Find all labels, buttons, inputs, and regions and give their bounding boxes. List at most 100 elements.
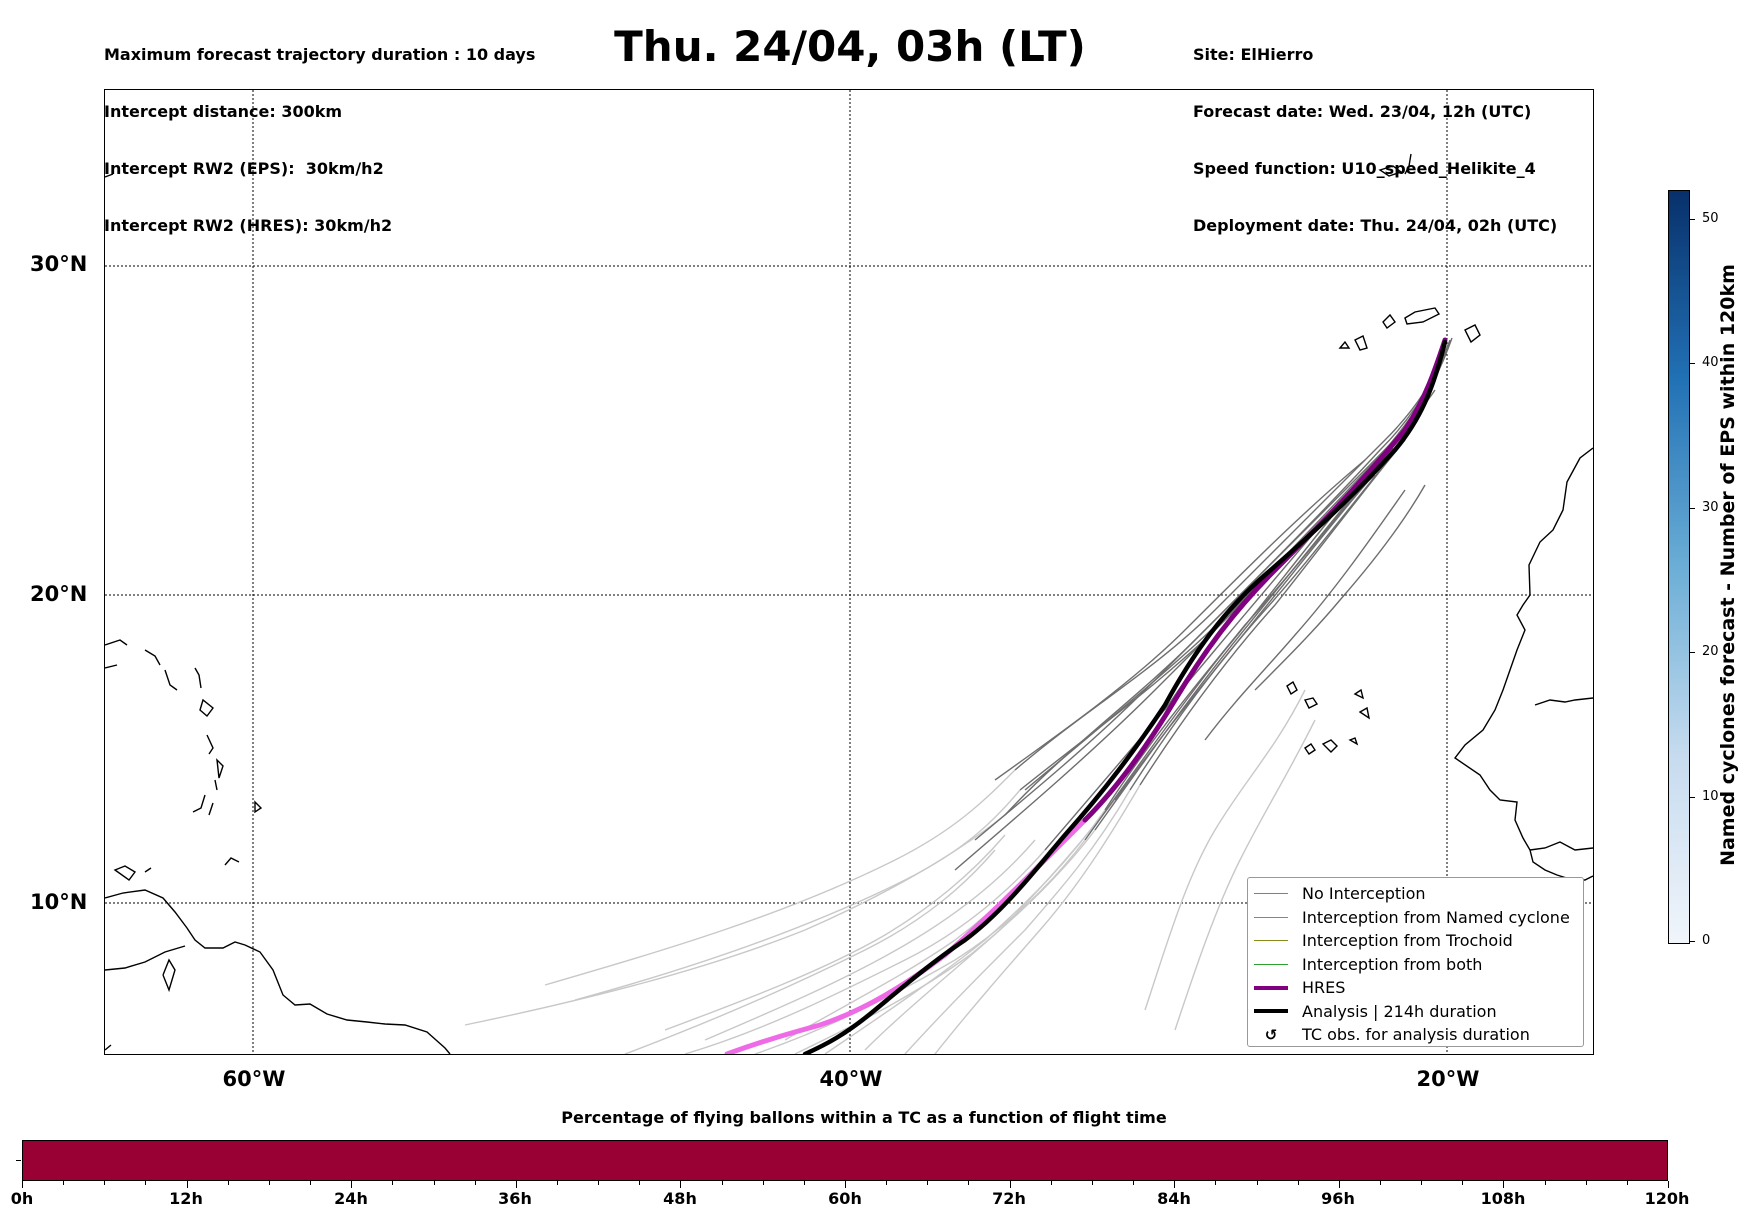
timeline-tick (104, 1181, 106, 1185)
colorbar-tick-0: 0 (1702, 933, 1711, 948)
legend-label: TC obs. for analysis duration (1302, 1025, 1530, 1045)
timeline-label-120h: 120h (1644, 1189, 1690, 1208)
coastlines (104, 153, 1594, 1055)
legend-line-analysis (1254, 1009, 1288, 1014)
lat-label-30n: 30°N (30, 252, 88, 276)
coast-south-america (104, 889, 451, 1055)
timeline-bar (22, 1140, 1668, 1181)
legend-label: HRES (1302, 978, 1346, 998)
legend-item: ↺ TC obs. for analysis duration (1254, 1023, 1577, 1047)
colorbar-tick-10: 10 (1702, 789, 1719, 804)
map-canvas (104, 90, 1594, 1057)
timeline-tick (1050, 1181, 1052, 1185)
timeline-label-72h: 72h (992, 1189, 1026, 1208)
header-right-line: Deployment date: Thu. 24/04, 02h (UTC) (1193, 216, 1558, 235)
timeline-label-48h: 48h (663, 1189, 697, 1208)
analysis-track (802, 339, 1448, 1057)
legend-label: No Interception (1302, 884, 1426, 904)
timeline-tick (186, 1181, 188, 1188)
timeline-ytick (16, 1160, 21, 1161)
coast-africa (1453, 447, 1594, 881)
timeline-label-36h: 36h (498, 1189, 532, 1208)
timeline-tick (886, 1181, 888, 1185)
colorbar-tick-30: 30 (1702, 500, 1719, 515)
timeline-label-24h: 24h (334, 1189, 368, 1208)
timeline-tick (392, 1181, 394, 1185)
timeline-tick (803, 1181, 805, 1185)
colorbar-tick-20: 20 (1702, 644, 1719, 659)
timeline-tick (845, 1181, 846, 1188)
timeline-tick (721, 1181, 723, 1185)
timeline-tick (268, 1181, 270, 1185)
timeline-tick (1009, 1181, 1011, 1188)
colorbar (1668, 190, 1690, 944)
colorbar-tickmark (1689, 941, 1695, 942)
legend-line-hres (1254, 985, 1288, 990)
timeline-tick (1174, 1181, 1176, 1188)
timeline-tick (63, 1181, 65, 1185)
legend-item: Interception from both (1254, 953, 1577, 977)
legend-line-named-cyclone (1254, 916, 1288, 918)
timeline-label-108h: 108h (1480, 1189, 1526, 1208)
timeline-tick (1338, 1181, 1340, 1188)
colorbar-tickmark (1689, 797, 1695, 798)
timeline-tick (1462, 1181, 1464, 1185)
timeline-tick (227, 1181, 229, 1185)
header-left-line: Intercept RW2 (HRES): 30km/h2 (104, 216, 393, 235)
timeline-tick (1297, 1181, 1299, 1185)
timeline-tick (433, 1181, 435, 1185)
legend-label: Interception from Trochoid (1302, 931, 1513, 951)
coast-caribbean (104, 639, 263, 881)
trajectory-map[interactable] (104, 89, 1594, 1057)
legend-item: Analysis | 214h duration (1254, 1000, 1577, 1024)
timeline-label-60h: 60h (828, 1189, 862, 1208)
header-left-info: Maximum forecast trajectory duration : 1… (104, 7, 535, 254)
coast-cape-verde (1286, 680, 1371, 755)
colorbar-tickmark (1689, 508, 1695, 509)
timeline-tick (1421, 1181, 1423, 1185)
map-legend: No Interception Interception from Named … (1247, 877, 1584, 1047)
timeline-tick (474, 1181, 476, 1185)
timeline-tick (556, 1181, 558, 1185)
colorbar-tick-50: 50 (1702, 211, 1719, 226)
coast-canary (1338, 307, 1481, 351)
timeline-tick (1585, 1181, 1587, 1185)
timeline-tick (1379, 1181, 1381, 1185)
legend-line-no-interception (1254, 893, 1288, 895)
timeline-tick (968, 1181, 970, 1185)
hres-track-late (1082, 337, 1448, 823)
colorbar-tickmark (1689, 363, 1695, 364)
main-title: Thu. 24/04, 03h (LT) (614, 22, 1086, 71)
legend-item: No Interception (1254, 882, 1577, 906)
timeline-tick (145, 1181, 147, 1185)
timeline-label-84h: 84h (1157, 1189, 1191, 1208)
legend-item: Interception from Trochoid (1254, 929, 1577, 953)
timeline-tick (1215, 1181, 1217, 1185)
legend-item: Interception from Named cyclone (1254, 906, 1577, 930)
legend-line-both (1254, 963, 1288, 965)
timeline-tick (22, 1181, 23, 1188)
timeline-tick (762, 1181, 764, 1185)
ensemble-tracks-dark (954, 337, 1453, 871)
timeline-tick (1133, 1181, 1135, 1185)
timeline-tick (515, 1181, 517, 1188)
timeline-tick (1544, 1181, 1546, 1185)
timeline-tick (1091, 1181, 1093, 1185)
colorbar-label: Named cyclones forecast - Number of EPS … (1717, 264, 1739, 866)
timeline-label-0h: 0h (10, 1189, 34, 1208)
timeline-label-96h: 96h (1321, 1189, 1355, 1208)
timeline-tick (1256, 1181, 1258, 1185)
timeline-tick (1626, 1181, 1628, 1185)
timeline-label-12h: 12h (169, 1189, 203, 1208)
timeline-tick (927, 1181, 929, 1185)
lat-label-20n: 20°N (30, 582, 88, 606)
header-right-line: Speed function: U10_speed_Helikite_4 (1193, 159, 1536, 178)
legend-label: Interception from both (1302, 954, 1483, 974)
timeline-title: Percentage of flying ballons within a TC… (561, 1108, 1167, 1127)
timeline-tick (598, 1181, 600, 1185)
lon-label-60w: 60°W (222, 1067, 286, 1091)
timeline-tick (680, 1181, 682, 1188)
lon-label-40w: 40°W (819, 1067, 883, 1091)
legend-item: HRES (1254, 976, 1577, 1000)
colorbar-tickmark (1689, 219, 1695, 220)
